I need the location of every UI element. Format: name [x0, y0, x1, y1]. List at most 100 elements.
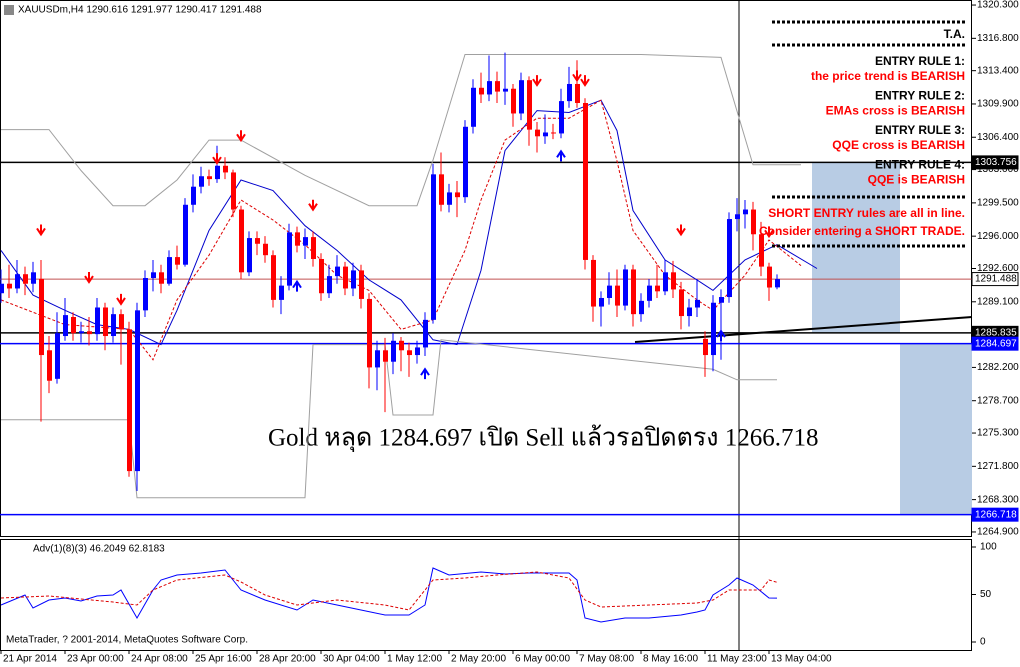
candle-body	[295, 232, 300, 246]
candle-body	[7, 283, 12, 289]
candle-body	[767, 266, 772, 288]
candle-body	[527, 80, 532, 130]
candle-body	[215, 165, 220, 180]
y-tick-label: 1264.900	[977, 527, 1019, 538]
candle-body	[271, 255, 276, 300]
candle-body	[311, 237, 316, 259]
candle-body	[151, 272, 156, 279]
candle-body	[159, 272, 164, 284]
y-tick-label: 1309.900	[977, 99, 1019, 110]
candle-body	[431, 174, 436, 320]
candle-body	[391, 340, 396, 362]
candle-body	[423, 319, 428, 348]
candle-body	[55, 333, 60, 379]
candle-body	[727, 219, 732, 298]
candle-body	[287, 232, 292, 286]
x-tick-label: 8 May 16:00	[643, 654, 698, 665]
candle-body	[207, 176, 212, 180]
target-zone	[900, 343, 972, 515]
sell-arrow	[116, 293, 126, 306]
candle-body	[495, 81, 500, 92]
target-zone	[812, 162, 900, 333]
candle-body	[303, 237, 308, 246]
indicator-header: Adv(1)(8)(3) 46.2049 62.8183	[33, 544, 165, 555]
candle-body	[247, 238, 252, 273]
y-tick-label: 50	[980, 589, 992, 600]
y-tick-label: 1313.400	[977, 65, 1019, 76]
heading: T.A.	[944, 27, 965, 41]
y-tick-label: 100	[980, 542, 997, 553]
sell-arrow	[84, 272, 94, 284]
y-tick-label: 1316.800	[977, 33, 1019, 44]
trend-line	[634, 316, 973, 343]
overlay-line	[0, 99, 818, 346]
y-tick-label: 1299.500	[977, 198, 1019, 209]
sell-arrow	[236, 130, 246, 143]
candle-body	[775, 279, 780, 288]
candle-body	[711, 302, 716, 356]
y-tick-label: 1268.300	[977, 494, 1019, 505]
y-tick-label: 0	[980, 637, 986, 648]
y-tick-label: 1320.300	[977, 0, 1019, 11]
candle-body	[543, 132, 548, 137]
candle-body	[0, 283, 4, 294]
candle-body	[615, 285, 620, 306]
candle-body	[735, 214, 740, 220]
y-tick-label: 1303.000	[977, 164, 1019, 175]
price-tag-label: 1303.756	[975, 157, 1017, 168]
candle-body	[471, 87, 476, 127]
x-tick-label: 2 May 20:00	[451, 654, 506, 665]
indicator-line	[0, 567, 778, 623]
candle-body	[503, 88, 508, 92]
x-tick-label: 11 May 23:00	[707, 654, 767, 665]
candle-body	[407, 350, 412, 356]
candle-body	[623, 269, 628, 306]
overlay-line	[0, 99, 802, 361]
sell-arrow	[676, 224, 686, 237]
indicator-panel	[0, 539, 972, 651]
candle-body	[319, 258, 324, 294]
candle-body	[479, 87, 484, 95]
candle-body	[663, 272, 668, 292]
candle-body	[583, 103, 588, 260]
candle-body	[679, 289, 684, 317]
candle-body	[119, 314, 124, 330]
x-tick-label: 24 Apr 08:00	[131, 654, 188, 665]
candle-body	[567, 83, 572, 102]
sell-arrow	[572, 70, 582, 83]
candle-body	[743, 209, 748, 215]
candle-body	[71, 317, 76, 334]
y-tick-label: 1278.700	[977, 395, 1019, 406]
y-tick-label: 1292.600	[977, 263, 1019, 274]
candle-body	[703, 338, 708, 356]
candle-body	[599, 297, 604, 307]
y-tick-label: 1275.300	[977, 428, 1019, 439]
candle-body	[447, 192, 452, 205]
candle-body	[559, 101, 564, 134]
rule-title: ENTRY RULE 1:	[875, 54, 965, 68]
candle-body	[255, 238, 260, 244]
y-tick-label: 1289.100	[977, 296, 1019, 307]
candle-body	[551, 132, 556, 134]
sell-arrow	[532, 75, 542, 87]
copyright: MetaTrader, ? 2001-2014, MetaQuotes Soft…	[6, 635, 248, 646]
chart-header: XAUUSDm,H4 1290.616 1291.977 1290.417 12…	[18, 5, 262, 16]
x-tick-label: 28 Apr 20:00	[259, 654, 316, 665]
x-tick-label: 7 May 08:00	[579, 654, 634, 665]
candle-body	[511, 88, 516, 114]
symbol-icon	[4, 5, 14, 15]
candle-body	[607, 285, 612, 298]
rule-text: QQE cross is BEARISH	[832, 138, 965, 152]
rule-text: EMAs cross is BEARISH	[826, 104, 965, 118]
sell-arrow	[36, 224, 46, 237]
candle-body	[575, 83, 580, 104]
x-tick-label: 21 Apr 2014	[3, 654, 57, 665]
candle-body	[199, 176, 204, 187]
candle-body	[79, 331, 84, 334]
candle-body	[103, 307, 108, 337]
annotation: Gold หลุด 1284.697 เปิด Sell แล้วรอปิดตร…	[268, 425, 818, 453]
overlay-line	[1, 339, 777, 499]
x-tick-label: 25 Apr 16:00	[195, 654, 252, 665]
candle-body	[647, 285, 652, 301]
